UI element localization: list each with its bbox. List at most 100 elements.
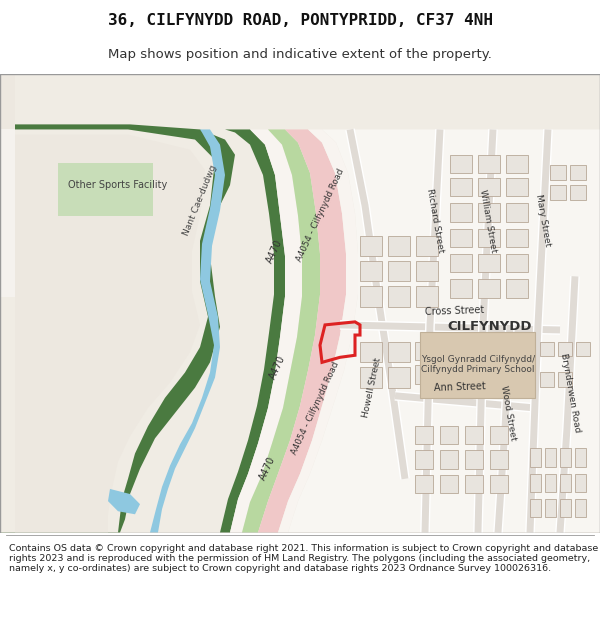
Bar <box>440 426 458 444</box>
Bar <box>560 449 571 467</box>
Bar <box>545 449 556 467</box>
Bar <box>478 229 500 247</box>
Bar <box>560 499 571 518</box>
Bar <box>450 178 472 196</box>
Text: Ann Street: Ann Street <box>434 381 486 392</box>
Bar <box>0 74 15 129</box>
Text: William Street: William Street <box>478 188 498 253</box>
Bar <box>465 342 483 361</box>
Bar <box>490 426 508 444</box>
Polygon shape <box>258 129 346 532</box>
Polygon shape <box>288 129 600 532</box>
Text: Howell Street: Howell Street <box>361 357 383 419</box>
Text: Brynderwen Road: Brynderwen Road <box>559 352 581 433</box>
Text: A470: A470 <box>258 455 278 482</box>
Bar <box>506 155 528 173</box>
Bar <box>360 236 382 256</box>
Bar <box>478 254 500 272</box>
Bar <box>478 279 500 298</box>
Bar <box>490 451 508 469</box>
Text: Wood Street: Wood Street <box>499 385 517 441</box>
Bar <box>360 368 382 388</box>
Bar <box>575 474 586 492</box>
Bar <box>450 229 472 247</box>
Bar <box>388 236 410 256</box>
Bar <box>540 372 554 387</box>
Bar <box>440 475 458 493</box>
Bar <box>440 366 458 384</box>
Bar <box>560 474 571 492</box>
Bar <box>415 366 433 384</box>
Bar <box>506 279 528 298</box>
Bar <box>478 203 500 222</box>
Bar <box>545 499 556 518</box>
Bar <box>465 451 483 469</box>
Bar <box>465 475 483 493</box>
Bar <box>490 342 508 361</box>
Bar <box>416 261 438 281</box>
Text: A470: A470 <box>265 238 285 264</box>
Bar <box>530 474 541 492</box>
Polygon shape <box>242 129 320 532</box>
Bar <box>570 185 586 201</box>
Bar <box>558 342 572 356</box>
Bar <box>388 342 410 362</box>
Bar <box>506 178 528 196</box>
Polygon shape <box>0 124 235 532</box>
Bar <box>360 286 382 307</box>
Text: Richard Street: Richard Street <box>425 188 445 254</box>
Text: A470: A470 <box>268 354 288 381</box>
Polygon shape <box>15 134 205 532</box>
Bar <box>490 475 508 493</box>
Bar <box>550 165 566 180</box>
Bar <box>450 155 472 173</box>
Bar <box>465 366 483 384</box>
Polygon shape <box>0 129 215 532</box>
Text: 36, CILFYNYDD ROAD, PONTYPRIDD, CF37 4NH: 36, CILFYNYDD ROAD, PONTYPRIDD, CF37 4NH <box>107 13 493 28</box>
Polygon shape <box>150 129 225 532</box>
Bar <box>415 426 433 444</box>
Bar <box>575 499 586 518</box>
Bar <box>478 155 500 173</box>
Polygon shape <box>278 129 358 532</box>
Text: Map shows position and indicative extent of the property.: Map shows position and indicative extent… <box>108 48 492 61</box>
Polygon shape <box>220 129 285 532</box>
Bar <box>540 342 554 356</box>
Bar <box>440 451 458 469</box>
Bar <box>388 261 410 281</box>
Bar <box>490 366 508 384</box>
Bar <box>506 203 528 222</box>
Bar <box>450 254 472 272</box>
Bar <box>58 163 153 216</box>
Bar <box>440 342 458 361</box>
Bar <box>506 254 528 272</box>
Polygon shape <box>108 489 140 514</box>
Bar <box>420 332 535 398</box>
Polygon shape <box>230 129 302 532</box>
Bar <box>576 342 590 356</box>
Bar <box>416 286 438 307</box>
Text: Other Sports Facility: Other Sports Facility <box>68 180 167 190</box>
Bar <box>575 449 586 467</box>
Bar <box>478 178 500 196</box>
Text: A4054 - Cilfynydd Road: A4054 - Cilfynydd Road <box>290 360 340 456</box>
Bar <box>415 342 433 361</box>
Bar <box>0 129 15 296</box>
Bar <box>550 185 566 201</box>
Text: Cross Street: Cross Street <box>425 305 485 317</box>
Bar <box>416 236 438 256</box>
Bar <box>450 203 472 222</box>
Bar <box>545 474 556 492</box>
Bar <box>506 229 528 247</box>
Text: Contains OS data © Crown copyright and database right 2021. This information is : Contains OS data © Crown copyright and d… <box>9 544 598 573</box>
Bar <box>558 372 572 387</box>
Bar <box>415 451 433 469</box>
Text: Mary Street: Mary Street <box>534 194 552 248</box>
Bar <box>530 449 541 467</box>
Bar <box>360 342 382 362</box>
Text: Nant Cae-dudwg: Nant Cae-dudwg <box>182 164 218 237</box>
Text: A4054 - Cilfynydd Road: A4054 - Cilfynydd Road <box>295 168 346 263</box>
Bar <box>415 475 433 493</box>
Bar <box>570 165 586 180</box>
Bar <box>530 499 541 518</box>
